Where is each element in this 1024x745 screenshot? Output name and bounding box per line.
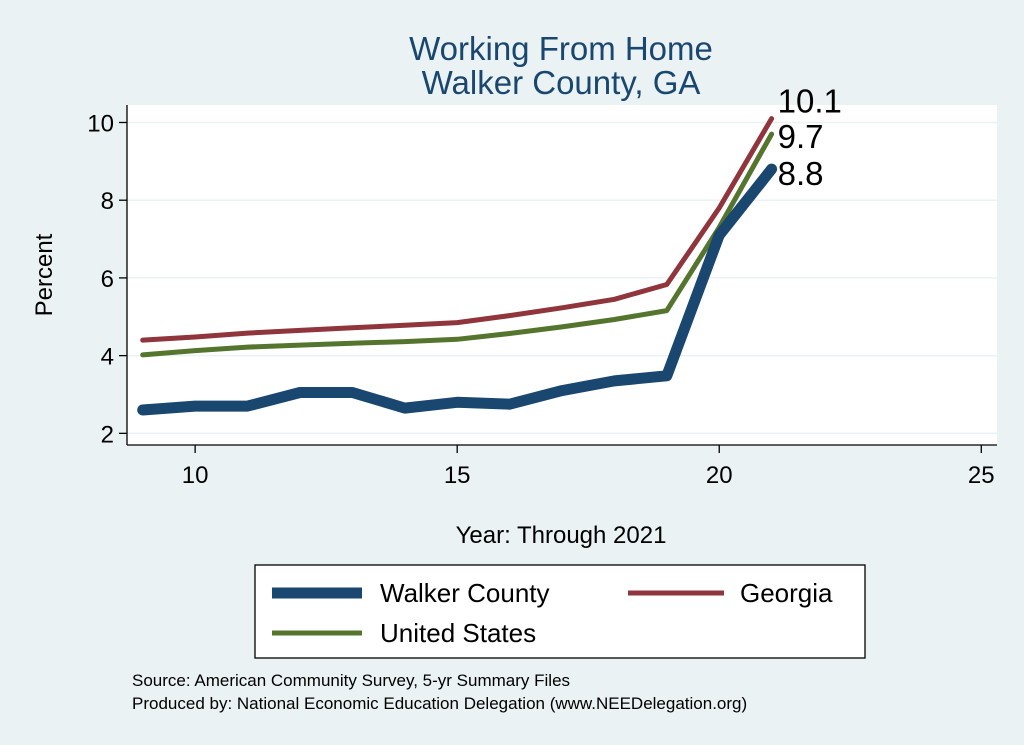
source-note: Source: American Community Survey, 5-yr … — [132, 671, 570, 690]
chart-title: Working From Home — [409, 30, 713, 67]
x-axis-title: Year: Through 2021 — [456, 522, 667, 549]
legend-label-georgia: Georgia — [740, 578, 833, 608]
chart-subtitle: Walker County, GA — [422, 64, 701, 101]
producer-note: Produced by: National Economic Education… — [132, 694, 747, 713]
x-tick-label-25: 25 — [968, 462, 995, 489]
legend-label-walker-county: Walker County — [380, 578, 550, 608]
y-tick-label-10: 10 — [87, 110, 114, 137]
end-label-walker-county: 8.8 — [778, 155, 824, 192]
axes — [126, 105, 997, 446]
grid-lines — [127, 121, 997, 435]
series-line-georgia — [140, 116, 775, 343]
end-label-united-states: 9.7 — [778, 118, 824, 155]
series-line-walker-county — [137, 163, 778, 416]
y-ticks: 2 4 6 8 10 — [87, 110, 127, 448]
legend-box — [254, 564, 866, 659]
x-tick-label-10: 10 — [182, 462, 209, 489]
legend-label-united-states: United States — [380, 618, 536, 648]
y-tick-label-4: 4 — [101, 344, 114, 371]
y-tick-label-8: 8 — [101, 188, 114, 215]
end-labels: 8.8 10.19.7 — [778, 83, 842, 193]
y-tick-label-2: 2 — [101, 421, 114, 448]
end-label-georgia: 10.1 — [778, 83, 842, 120]
legend: Walker County Georgia United States — [254, 564, 866, 659]
x-tick-label-15: 15 — [444, 462, 471, 489]
y-axis-title: Percent — [31, 233, 58, 316]
series-lines — [137, 116, 778, 416]
x-tick-label-20: 20 — [706, 462, 733, 489]
y-tick-label-6: 6 — [101, 266, 114, 293]
x-ticks: 10 15 20 25 — [182, 445, 995, 489]
series-line-united-states — [140, 131, 775, 358]
